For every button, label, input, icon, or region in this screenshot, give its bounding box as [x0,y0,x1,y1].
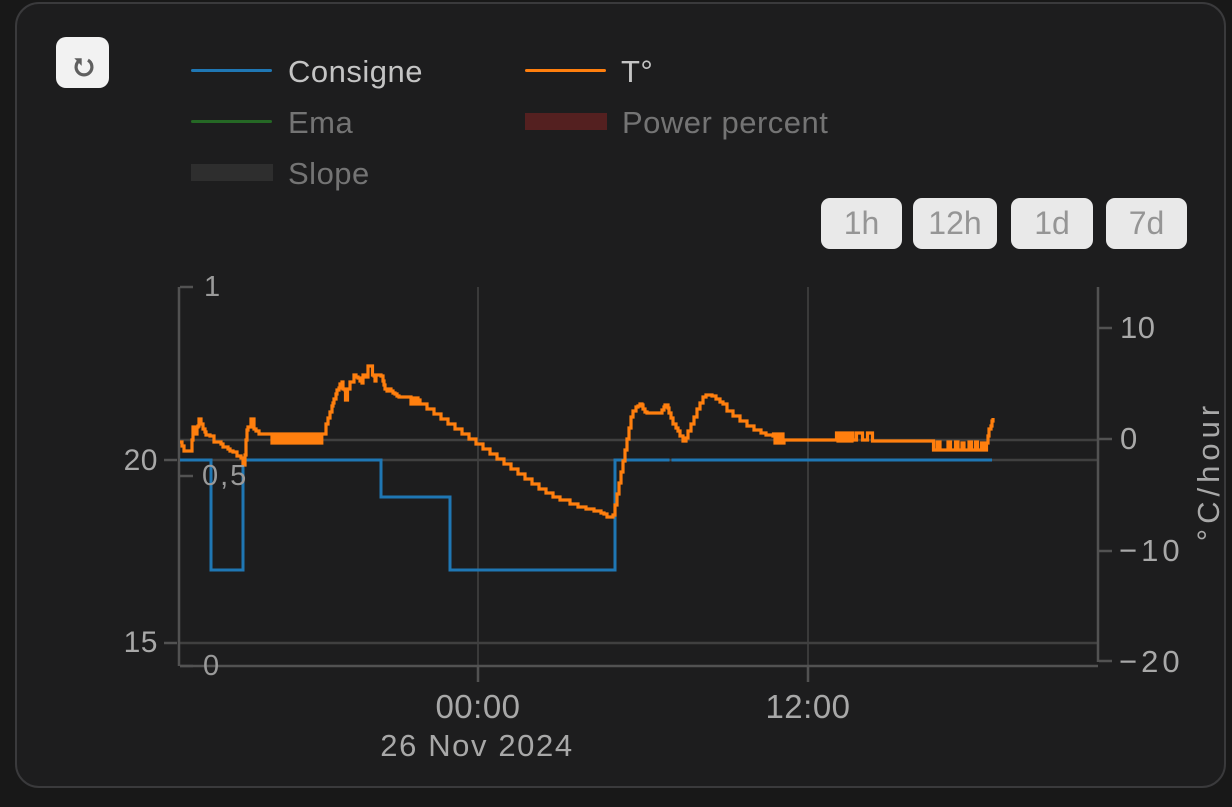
svg-text:00:00: 00:00 [435,688,520,725]
svg-text:12:00: 12:00 [765,688,850,725]
svg-text:°C/hour: °C/hour [1191,401,1226,541]
svg-text:−10: −10 [1119,533,1184,568]
svg-text:−20: −20 [1119,644,1184,679]
svg-text:10: 10 [1120,310,1155,345]
svg-text:1: 1 [204,271,221,303]
svg-text:15: 15 [124,626,158,659]
svg-text:0: 0 [203,650,220,682]
svg-text:0: 0 [1120,421,1138,456]
svg-text:0,5: 0,5 [202,460,248,492]
svg-text:20: 20 [124,444,158,477]
svg-text:26 Nov 2024: 26 Nov 2024 [380,728,573,763]
